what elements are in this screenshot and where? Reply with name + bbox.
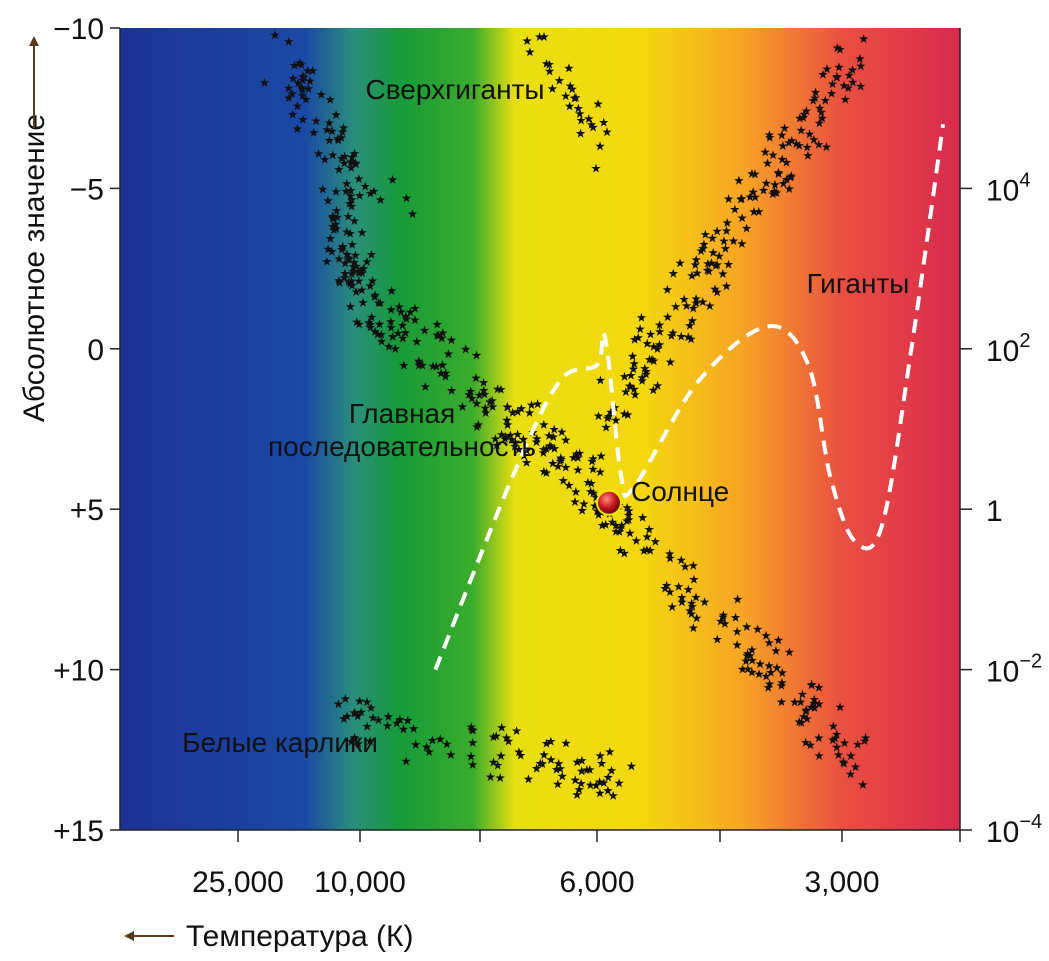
sun-marker <box>595 489 622 516</box>
label-supergiants-text: Сверхгиганты <box>365 74 544 105</box>
x-axis-title-text: Температура (К) <box>186 920 414 953</box>
arrow-up-icon <box>29 36 39 46</box>
left-tick-label: +5 <box>70 494 104 527</box>
x-axis-title: Температура (К) <box>124 920 414 953</box>
right-tick-label: 104 <box>986 169 1031 207</box>
bottom-tick-label: 3,000 <box>804 866 879 899</box>
label-white-dwarfs-text: Белые карлики <box>182 727 378 758</box>
bottom-tick-label: 25,000 <box>192 866 284 899</box>
y-axis-right: 104 102 1 10−2 10−4 <box>959 28 1042 849</box>
right-tick-label: 102 <box>986 330 1031 368</box>
label-main-sequence: Главная последовательность <box>268 398 536 462</box>
bottom-tick-label: 10,000 <box>314 866 406 899</box>
left-tick-label: 0 <box>87 334 104 367</box>
y-axis-left: −10 −5 0 +5 +10 +15 <box>53 13 121 848</box>
right-tick-label: 1 <box>986 495 1003 528</box>
y-axis-title: Абсолютное значение <box>18 36 51 422</box>
label-main-sequence-line2: последовательность <box>268 431 536 462</box>
label-supergiants: Сверхгиганты <box>365 74 544 105</box>
left-tick-label: +10 <box>53 655 104 688</box>
label-giants-text: Гиганты <box>807 268 910 299</box>
label-white-dwarfs: Белые карлики <box>182 727 378 758</box>
left-tick-label: +15 <box>53 815 104 848</box>
arrow-left-icon <box>124 931 134 941</box>
bottom-tick-label: 6,000 <box>559 866 634 899</box>
left-tick-label: −5 <box>70 173 104 206</box>
y-axis-title-text: Абсолютное значение <box>18 114 51 422</box>
plot-background <box>120 28 960 830</box>
right-tick-label: 10−4 <box>986 811 1042 849</box>
label-main-sequence-line1: Главная <box>349 398 456 429</box>
dashed-curve <box>433 123 946 671</box>
label-giants: Гиганты <box>807 268 910 299</box>
left-tick-label: −10 <box>53 13 104 46</box>
right-tick-label: 10−2 <box>986 651 1042 689</box>
sun-label: Солнце <box>631 476 729 507</box>
x-axis: 25,000 10,000 6,000 3,000 <box>120 829 961 899</box>
